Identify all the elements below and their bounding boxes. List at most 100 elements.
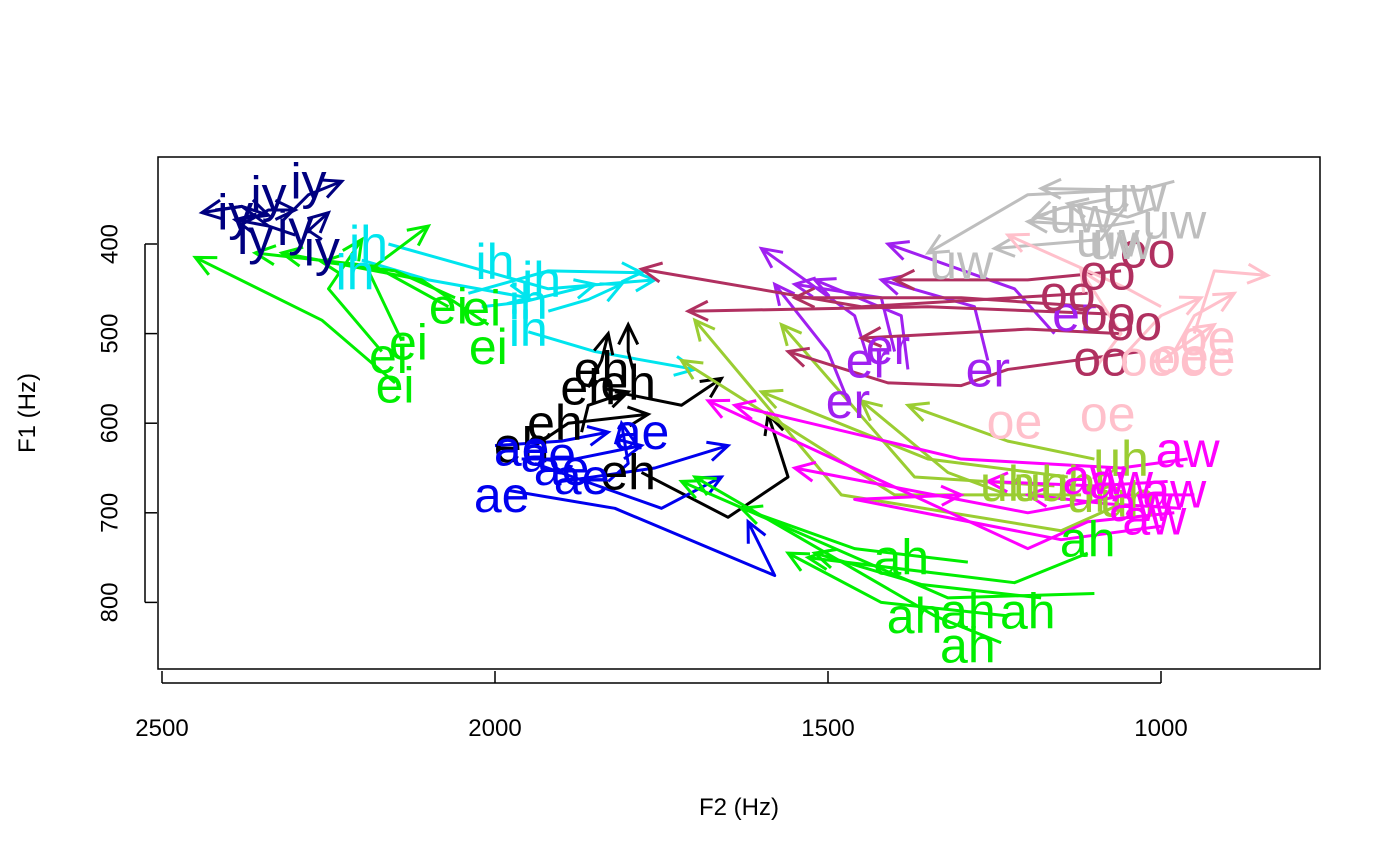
- trajectory-er-0: [760, 247, 870, 360]
- vowel-label-ah-32: ah: [940, 583, 996, 639]
- vowel-label-ah-33: ah: [1000, 583, 1056, 639]
- vowel-label-uh-36: uh: [1040, 456, 1096, 512]
- trajectory-ae-5: [494, 430, 609, 448]
- arrowhead-aw-0: [731, 399, 757, 421]
- vowel-label-oo-57: oo: [1107, 295, 1163, 351]
- vowel-label-eh-23: eh: [494, 418, 550, 474]
- arrowhead-oe-3: [1079, 267, 1101, 293]
- trajectory-ah-0: [740, 506, 969, 564]
- vowel-label-ae-25: ae: [614, 404, 670, 460]
- trajectory-er-5: [814, 278, 910, 370]
- x-tick-label-2000: 2000: [468, 715, 521, 742]
- vowel-label-oe-67: oe: [1120, 331, 1176, 387]
- arrowhead-oo-0: [638, 261, 664, 284]
- vowel-label-oo-53: oo: [1120, 222, 1176, 278]
- arrowhead-iy-5: [246, 198, 272, 220]
- vowel-label-uw-62: uw: [1076, 212, 1141, 268]
- trajectory-uh-0: [680, 359, 1082, 497]
- arrowhead-aw-5: [1024, 486, 1050, 508]
- vowel-label-er-52: er: [1052, 286, 1096, 342]
- vowel-label-ei-13: ei: [389, 315, 428, 371]
- arrowhead-ei-4: [278, 245, 304, 268]
- arrowhead-oo-3: [891, 268, 916, 291]
- arrowhead-uh-3: [779, 322, 803, 347]
- vowel-label-ei-14: ei: [376, 358, 415, 414]
- arrowhead-uw-5: [1024, 211, 1049, 234]
- trajectory-eh-5: [534, 412, 649, 447]
- vowel-label-er-50: er: [966, 341, 1010, 397]
- vowel-label-aw-47: aw: [1062, 449, 1127, 505]
- vowel-label-iy-1: iy: [290, 153, 326, 209]
- vowel-label-oe-68: oe: [1180, 331, 1236, 387]
- arrowhead-ei-3: [251, 244, 277, 266]
- arrowhead-oo-2: [784, 346, 811, 368]
- trajectory-ah-4: [694, 475, 1002, 645]
- trajectory-uw-3: [1067, 202, 1155, 219]
- vowel-label-oo-55: oo: [1040, 265, 1096, 321]
- arrowhead-aw-2: [791, 460, 817, 483]
- vowel-label-eh-21: eh: [600, 444, 656, 500]
- trajectory-ei-2: [194, 256, 397, 385]
- trajectory-er-4: [887, 242, 1056, 335]
- trajectory-aw-5: [1027, 493, 1182, 510]
- arrowhead-eh-5: [626, 405, 652, 428]
- trajectory-iy-5: [215, 204, 270, 217]
- trajectory-aw-1: [707, 399, 1175, 551]
- trajectory-ei-3: [255, 251, 450, 309]
- arrowhead-uh-5: [904, 401, 930, 423]
- arrowhead-iy-4: [306, 210, 332, 234]
- vowel-label-ae-24: ae: [474, 467, 530, 523]
- vowel-label-aw-45: aw: [1089, 453, 1154, 509]
- vowel-label-aw-46: aw: [1109, 476, 1174, 532]
- vowel-label-ah-35: ah: [1060, 512, 1116, 568]
- vowel-label-oe-65: oe: [1180, 310, 1236, 366]
- vowel-label-uw-59: uw: [1102, 167, 1167, 223]
- arrowhead-ei-5: [318, 253, 344, 276]
- trajectory-uw-4: [1041, 179, 1175, 192]
- arrowhead-oe-0: [1004, 232, 1030, 253]
- vowel-label-iy-4: iy: [251, 167, 287, 223]
- vowel-label-ei-12: ei: [369, 328, 408, 384]
- arrowhead-eh-0: [699, 376, 725, 399]
- arrowhead-ae-2: [706, 440, 732, 462]
- vowel-label-oo-54: oo: [1080, 245, 1136, 301]
- arrowhead-iy-3: [231, 212, 257, 235]
- y-tick-label-800: 800: [97, 582, 124, 622]
- vowel-label-ae-27: ae: [554, 449, 610, 505]
- trajectory-eh-1: [626, 324, 637, 377]
- trajectory-ih-1: [467, 269, 642, 295]
- arrowhead-oe-2: [1178, 295, 1205, 316]
- vowel-label-ih-11: ih: [509, 301, 548, 357]
- x-tick-label-1500: 1500: [801, 715, 854, 742]
- arrowhead-eh-4: [606, 387, 632, 409]
- y-tick-label-700: 700: [97, 493, 124, 533]
- arrowhead-uh-1: [758, 388, 784, 410]
- arrowhead-oe-4: [1192, 322, 1218, 345]
- vowel-label-iy-5: iy: [304, 220, 340, 276]
- arrowhead-ah-2: [811, 548, 837, 570]
- trajectory-aw-2: [794, 466, 1195, 515]
- vowel-label-ih-6: ih: [349, 216, 388, 272]
- arrowhead-ae-5: [586, 425, 612, 447]
- x-tick-label-1000: 1000: [1134, 715, 1187, 742]
- vowel-label-ah-34: ah: [940, 617, 996, 673]
- trajectory-oe-3: [1079, 270, 1123, 371]
- trajectory-oo-1: [688, 305, 1108, 316]
- arrowhead-uh-0: [678, 358, 704, 380]
- arrowhead-iy-1: [319, 178, 346, 199]
- arrowhead-er-2: [877, 274, 904, 296]
- vowel-label-uh-41: uh: [1100, 471, 1156, 527]
- trajectory-oe-2: [1126, 296, 1202, 353]
- trajectory-eh-2: [586, 333, 610, 389]
- vowel-label-uw-60: uw: [1049, 187, 1114, 243]
- vowel-label-aw-42: aw: [1156, 422, 1221, 478]
- vowel-label-oo-58: oo: [1073, 331, 1129, 387]
- trajectory-oe-4: [1160, 323, 1216, 362]
- vowel-label-uh-37: uh: [1093, 431, 1149, 487]
- vowel-label-eh-19: eh: [600, 355, 656, 411]
- arrowhead-er-0: [758, 246, 784, 269]
- arrowhead-ei-0: [342, 236, 364, 262]
- x-axis-label: F2 (Hz): [699, 794, 779, 821]
